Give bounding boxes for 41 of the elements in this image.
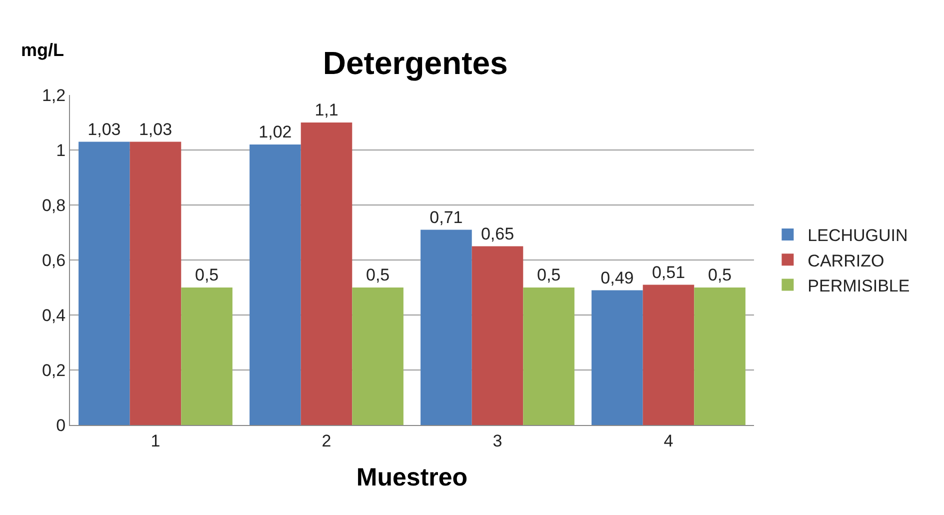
y-tick-label: 0,2 — [42, 360, 66, 380]
data-label: 1,03 — [138, 120, 172, 139]
y-tick-label: 0 — [56, 416, 66, 435]
bar — [523, 288, 574, 425]
bar — [352, 288, 404, 425]
y-tick-label: 1,2 — [42, 86, 66, 105]
legend-label: LECHUGUIN — [808, 226, 908, 246]
y-tick-label: 1 — [56, 140, 66, 160]
y-axis-title: mg/L — [21, 40, 64, 60]
data-label: 0,5 — [536, 266, 561, 284]
y-tick-label: 0,8 — [42, 196, 66, 215]
bar — [642, 284, 694, 425]
bar — [181, 288, 232, 425]
y-tick-label: 0,6 — [42, 250, 66, 270]
bar — [592, 290, 643, 425]
bar — [78, 142, 130, 425]
legend-label: PERMISIBLE — [808, 276, 910, 296]
data-label: 0,71 — [430, 208, 463, 227]
data-label: 0,5 — [366, 266, 390, 284]
data-label: 1,1 — [314, 100, 338, 120]
data-label: 0,51 — [652, 262, 686, 282]
data-label: 1,03 — [88, 120, 121, 139]
legend-label: CARRIZO — [808, 251, 884, 270]
bar — [130, 142, 182, 425]
bar — [250, 144, 301, 425]
x-tick-label: 1 — [150, 431, 160, 450]
data-label: 0,5 — [708, 266, 732, 284]
data-label: 1,02 — [258, 122, 292, 142]
bar — [300, 122, 352, 425]
chart-title: Detergentes — [322, 44, 508, 81]
x-tick-label: 3 — [492, 431, 502, 450]
x-axis-title: Muestreo — [356, 463, 468, 492]
data-label: 0,49 — [600, 268, 634, 288]
data-label: 0,65 — [480, 224, 514, 244]
y-tick-label: 0,4 — [42, 306, 66, 325]
bar — [472, 246, 524, 425]
bar — [420, 230, 472, 425]
data-label: 0,5 — [194, 266, 219, 284]
x-tick-label: 4 — [664, 431, 674, 450]
bar — [694, 288, 746, 425]
x-tick-label: 2 — [322, 431, 332, 450]
